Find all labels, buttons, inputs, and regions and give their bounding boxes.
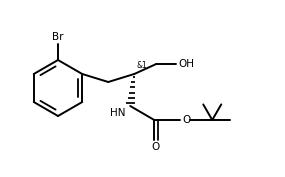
Text: &1: &1 [136,61,147,70]
Text: HN: HN [111,108,126,118]
Text: Br: Br [52,33,64,42]
Text: OH: OH [178,59,194,69]
Text: O: O [152,142,160,152]
Text: O: O [182,115,190,125]
